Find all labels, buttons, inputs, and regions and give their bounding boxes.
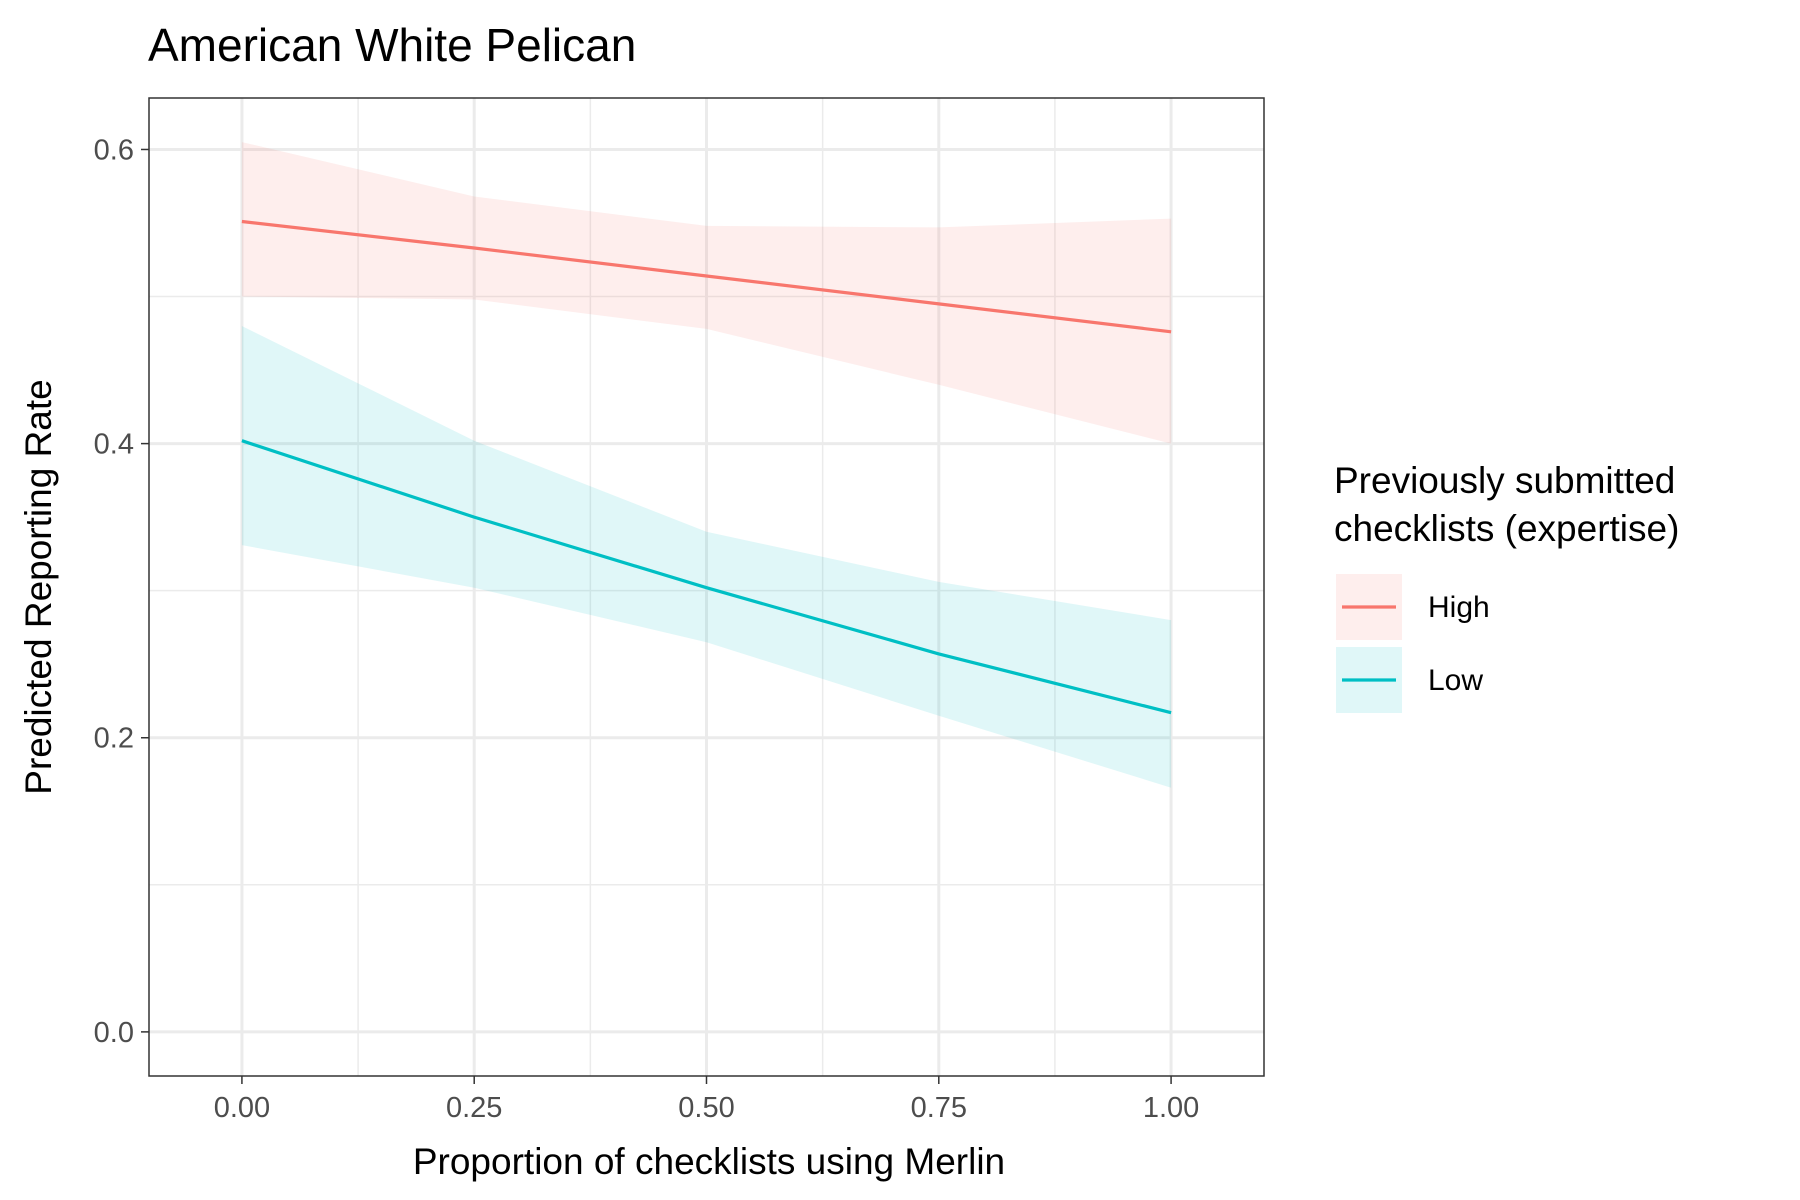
x-tick-label: 0.75: [911, 1092, 967, 1124]
series-low-band: [241, 326, 1172, 788]
y-tick-label: 0.4: [94, 429, 134, 461]
plot-panel: [148, 97, 1265, 1077]
x-axis-title: Proportion of checklists using Merlin: [413, 1141, 1005, 1182]
legend-keys: High Low: [1336, 574, 1490, 713]
series-lines: [241, 219, 1172, 715]
x-tick-label: 0.25: [446, 1092, 502, 1124]
x-axis: 0.00 0.25 0.50 0.75 1.00: [214, 1076, 1199, 1124]
y-axis: 0.0 0.2 0.4 0.6: [94, 134, 149, 1049]
y-tick-label: 0.6: [94, 134, 134, 166]
legend-title-line-2: checklists (expertise): [1334, 508, 1679, 549]
y-tick-label: 0.2: [94, 723, 134, 755]
legend: Previously submitted checklists (experti…: [1334, 460, 1679, 713]
legend-label-high: High: [1428, 591, 1490, 624]
legend-title-line-1: Previously submitted: [1334, 460, 1675, 501]
y-tick-label: 0.0: [94, 1017, 134, 1049]
legend-label-low: Low: [1428, 664, 1483, 697]
series-high-band: [241, 142, 1172, 444]
series-low-line: [241, 439, 1172, 715]
series-high-line: [241, 219, 1172, 334]
x-tick-label: 1.00: [1143, 1092, 1199, 1124]
x-tick-label: 0.00: [214, 1092, 270, 1124]
x-tick-label: 0.50: [678, 1092, 734, 1124]
chart-title: American White Pelican: [148, 19, 636, 71]
y-axis-title: Predicted Reporting Rate: [18, 379, 59, 794]
confidence-bands: [241, 142, 1172, 788]
